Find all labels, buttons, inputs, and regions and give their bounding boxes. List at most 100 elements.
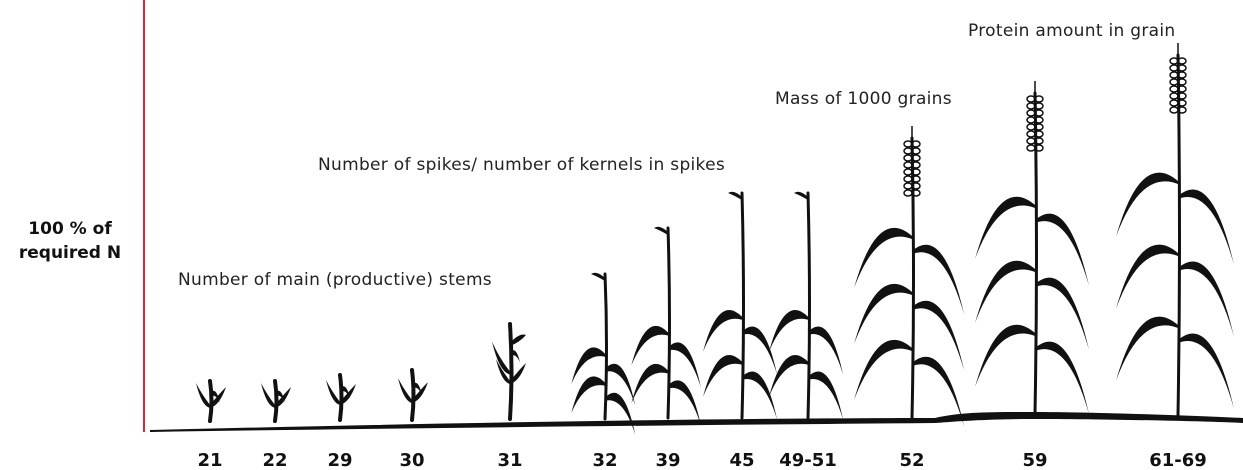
leaf [1116,172,1178,237]
grain [1034,102,1044,110]
grain [1169,85,1179,93]
leaf [510,334,526,346]
grain [903,189,913,197]
leaf [1035,213,1089,286]
leaf [854,339,912,401]
stage-label: 29 [327,450,352,470]
grain [911,147,921,155]
stage-labels: 21 22 29 30 31 32 39 45 49-51 52 59 61-69 [197,450,1206,470]
grain [903,182,913,190]
stem [508,322,514,421]
stage-label: 52 [899,450,924,470]
leaf [631,325,668,366]
stem [666,226,671,420]
leaf [728,191,742,200]
leaf [703,354,742,397]
grain [903,168,913,176]
leaf [412,382,422,395]
grain [1026,109,1036,117]
leaf [854,227,912,289]
stage-label: 22 [262,450,287,470]
stem [410,368,416,422]
leaf [510,363,526,384]
grain [911,161,921,169]
grain [1177,85,1187,93]
leaf [1116,316,1178,381]
leaf [1178,189,1234,265]
grain [1177,106,1187,114]
grain [1034,130,1044,138]
leaf [769,354,808,397]
grain [1026,130,1036,138]
leaf [412,382,428,403]
grain [1169,106,1179,114]
grain [1177,64,1187,72]
leaf [275,390,285,403]
ground [150,412,1243,432]
stem [603,272,608,421]
leaf [571,376,605,414]
leaf [703,309,742,352]
leaf [668,380,701,426]
stem [740,191,745,420]
grain [1169,99,1179,107]
grain [1177,92,1187,100]
annotation: Mass of 1000 grains [775,89,952,109]
grain [1169,71,1179,79]
stage-label: 59 [1022,450,1047,470]
leaf [1035,341,1089,414]
annotation: Number of spikes/ number of kernels in s… [318,155,725,175]
leaf [326,380,340,405]
stem [338,373,344,422]
grain [1177,99,1187,107]
grain [1034,109,1044,117]
leaf [742,371,778,420]
grain [911,175,921,183]
stage-label: 49-51 [779,450,837,470]
grain [903,161,913,169]
grain [903,154,913,162]
grain [1026,137,1036,145]
leaf [975,196,1035,259]
stage-label: 32 [592,450,617,470]
stem [208,379,214,423]
leaf [492,341,510,375]
leaf [510,350,520,363]
leaf [605,392,636,435]
leaf [654,226,668,235]
leaf [398,378,412,403]
y-label: required N [19,243,121,263]
grain [1034,137,1044,145]
stage-label: 39 [655,450,680,470]
grain [1177,71,1187,79]
leaf [794,191,808,200]
leaf [808,326,844,375]
stage-label: 31 [497,450,522,470]
plants [196,43,1234,435]
leaf [1035,277,1089,350]
stage-label: 30 [399,450,424,470]
leaf [1116,244,1178,309]
leaf [261,383,275,408]
grain [1034,116,1044,124]
leaf [912,300,965,371]
stage-label: 61-69 [1149,450,1207,470]
leaf [854,283,912,345]
annotation: Number of main (productive) stems [178,270,492,290]
grain [911,154,921,162]
grain [1177,78,1187,86]
leaf [742,326,778,375]
leaf [196,383,210,408]
leaf [769,309,808,352]
leaf [591,272,605,281]
stage-label: 45 [729,450,754,470]
y-label: 100 % of [28,219,112,239]
leaf [912,244,965,315]
leaf [975,260,1035,323]
grain [1169,92,1179,100]
leaf [912,356,965,427]
leaf [975,324,1035,387]
leaf [496,359,510,384]
annotation: Protein amount in grain [968,21,1176,41]
grain [903,175,913,183]
